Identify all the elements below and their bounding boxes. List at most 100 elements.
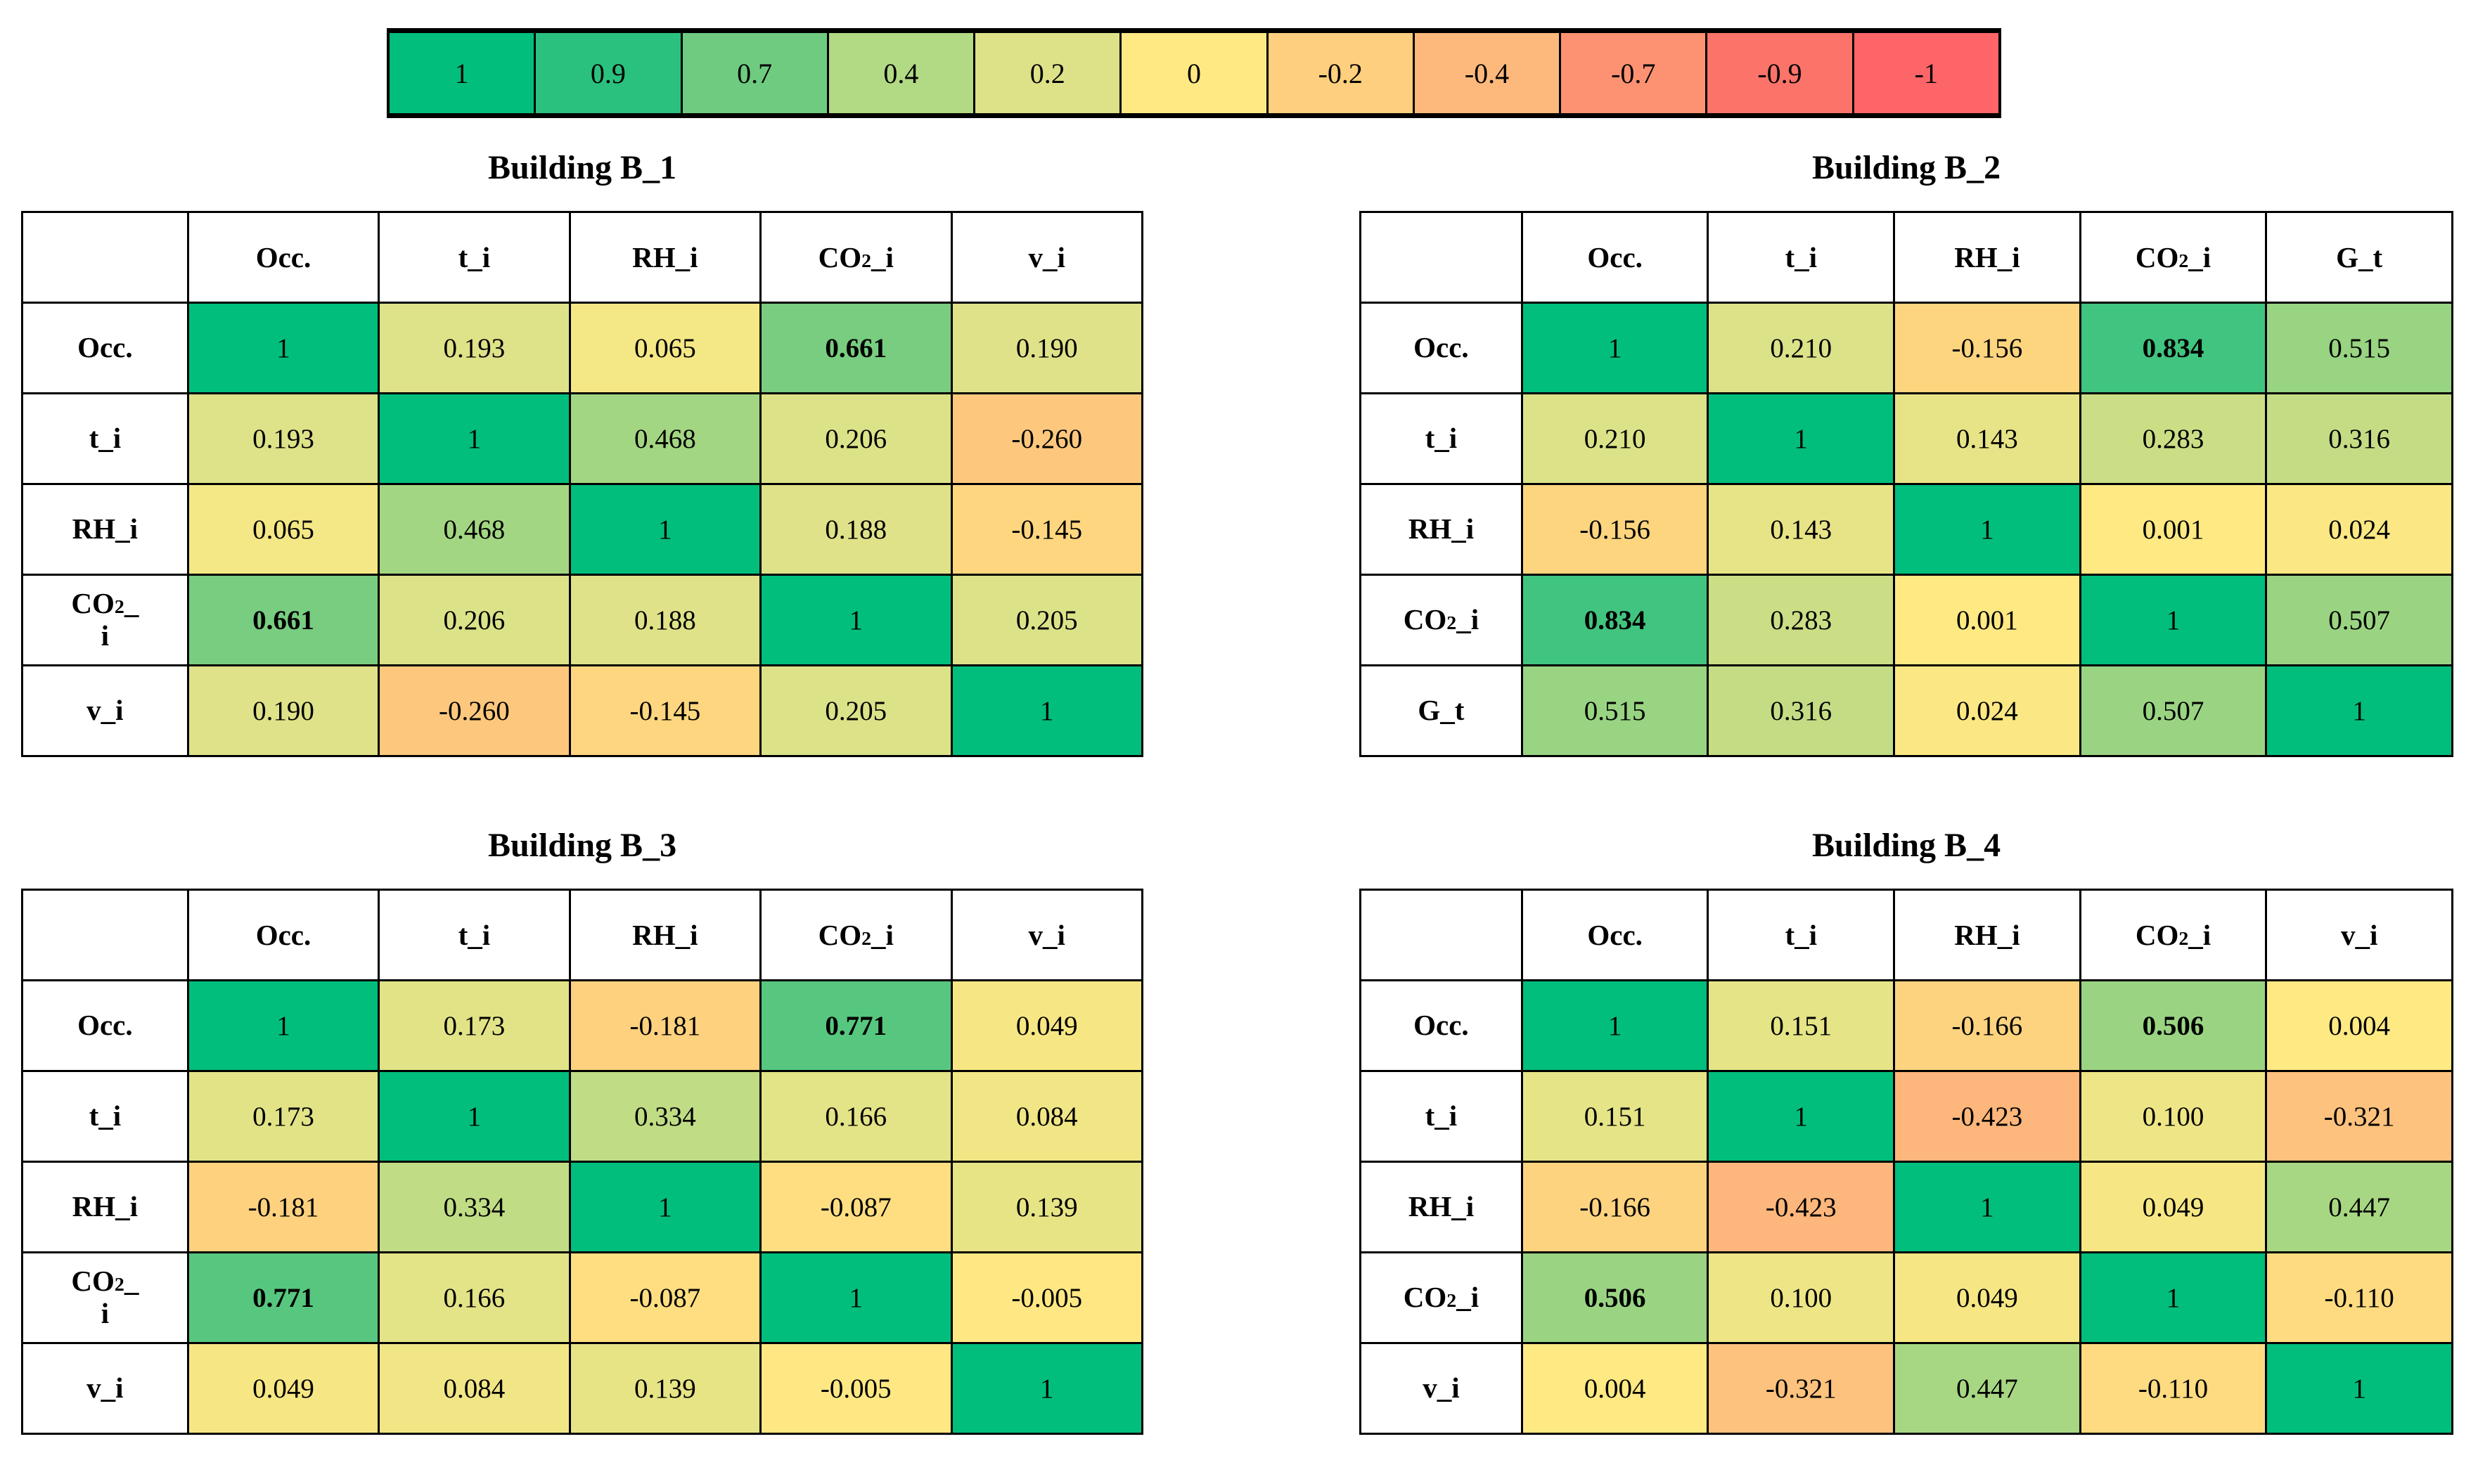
table-row: v_i 0.049 0.084 0.139 -0.005 1	[21, 1342, 1143, 1435]
table-row: Occ. 1 0.193 0.065 0.661 0.190	[21, 302, 1143, 394]
building-b3-block: Building B_3 Occ. t_i RH_i CO2_i v_i Occ. 1 0.1…	[21, 824, 1143, 1435]
matrix-cell: 0.139	[950, 1161, 1143, 1253]
matrix-cell: -0.087	[568, 1251, 762, 1344]
column-header: v_i	[950, 889, 1143, 981]
matrix-cell: 0.193	[186, 392, 380, 485]
matrix-cell: 0.515	[2265, 302, 2453, 394]
legend-value: -0.7	[1611, 57, 1656, 89]
matrix-cell: 0.084	[950, 1070, 1143, 1163]
matrix-cell: 0.468	[568, 392, 762, 485]
row-header: v_i	[21, 664, 189, 757]
row-header: Occ.	[1359, 302, 1523, 394]
subscript-2: 2	[861, 250, 872, 272]
matrix-cell: 1	[378, 392, 571, 485]
matrix-cell: 0.049	[186, 1342, 380, 1435]
legend-value: 0.4	[883, 57, 919, 89]
matrix-cell: 0.166	[759, 1070, 953, 1163]
matrix-cell: 1	[1520, 302, 1709, 394]
matrix-cell: 0.210	[1520, 392, 1709, 485]
matrix-cell: 0.004	[2265, 979, 2453, 1072]
matrix-cell: 1	[759, 1251, 953, 1344]
row-header: Occ.	[21, 979, 189, 1072]
legend-cell: 0.2	[975, 33, 1122, 113]
matrix-cell: 0.834	[1520, 574, 1709, 666]
legend-cell: -0.7	[1561, 33, 1708, 113]
matrix-cell: 0.024	[1893, 664, 2081, 757]
corner-cell	[21, 889, 189, 981]
matrix-cell: 0.173	[378, 979, 571, 1072]
header-row: Occ. t_i RH_i CO2_i G_t	[1359, 211, 2453, 304]
matrix-cell: 0.210	[1707, 302, 1896, 394]
matrix-cell: 1	[186, 302, 380, 394]
corner-cell	[21, 211, 189, 304]
matrix-cell: -0.181	[568, 979, 762, 1072]
matrix-cell: -0.145	[950, 483, 1143, 576]
matrix-cell: 1	[2265, 1342, 2453, 1435]
correlation-table-b3: Occ. t_i RH_i CO2_i v_i Occ. 1 0.173 -0.181 0.771…	[21, 889, 1143, 1435]
table-row: t_i 0.193 1 0.468 0.206 -0.260	[21, 392, 1143, 485]
matrix-cell: -0.087	[759, 1161, 953, 1253]
table-row: Occ. 1 0.151 -0.166 0.506 0.004	[1359, 979, 2453, 1072]
matrix-cell: -0.321	[1707, 1342, 1896, 1435]
legend-value: 0.2	[1029, 57, 1065, 89]
column-header: G_t	[2265, 211, 2453, 304]
matrix-cell: 0.507	[2079, 664, 2268, 757]
matrix-cell: 0.283	[1707, 574, 1896, 666]
table-row: RH_i -0.181 0.334 1 -0.087 0.139	[21, 1161, 1143, 1253]
column-header: Occ.	[1520, 211, 1709, 304]
header-row: Occ. t_i RH_i CO2_i v_i	[21, 889, 1143, 981]
legend-value: 0.7	[737, 57, 773, 89]
matrix-cell: -0.260	[378, 664, 571, 757]
matrix-cell: 0.049	[2079, 1161, 2268, 1253]
matrix-cell: 0.049	[1893, 1251, 2081, 1344]
matrix-cell: 0.206	[378, 574, 571, 666]
matrix-cell: 0.468	[378, 483, 571, 576]
matrix-cell: 0.205	[950, 574, 1143, 666]
corner-cell	[1359, 211, 1523, 304]
table-row: RH_i 0.065 0.468 1 0.188 -0.145	[21, 483, 1143, 576]
legend-cell: 0.9	[536, 33, 683, 113]
table-title-b4: Building B_4	[1811, 827, 2001, 864]
legend-value: -0.4	[1464, 57, 1510, 89]
subscript-2: 2	[861, 928, 872, 950]
matrix-cell: 1	[2265, 664, 2453, 757]
matrix-cell: 0.834	[2079, 302, 2268, 394]
matrix-cell: 0.661	[759, 302, 953, 394]
row-header: Occ.	[1359, 979, 1523, 1072]
matrix-cell: 0.151	[1520, 1070, 1709, 1163]
matrix-cell: 0.283	[2079, 392, 2268, 485]
column-header: t_i	[1707, 889, 1896, 981]
subscript-2: 2	[1446, 612, 1457, 635]
legend-value: 1	[454, 57, 469, 89]
row-header: CO2_i	[1359, 574, 1523, 666]
row-header: G_t	[1359, 664, 1523, 757]
matrix-cell: -0.181	[186, 1161, 380, 1253]
matrix-cell: 0.190	[186, 664, 380, 757]
legend-value: 0	[1186, 57, 1201, 89]
matrix-cell: 0.193	[378, 302, 571, 394]
column-header: Occ.	[1520, 889, 1709, 981]
row-header: CO2_ i	[21, 1251, 189, 1344]
column-header: Occ.	[186, 889, 380, 981]
matrix-cell: 0.084	[378, 1342, 571, 1435]
matrix-cell: 1	[1707, 1070, 1896, 1163]
matrix-cell: 0.173	[186, 1070, 380, 1163]
matrix-cell: 0.447	[2265, 1161, 2453, 1253]
legend-value: 0.9	[590, 57, 626, 89]
legend-cell: -0.4	[1414, 33, 1562, 113]
matrix-cell: 0.049	[950, 979, 1143, 1072]
matrix-cell: -0.145	[568, 664, 762, 757]
column-header: t_i	[378, 211, 571, 304]
matrix-cell: -0.005	[950, 1251, 1143, 1344]
table-title-b2: Building B_2	[1811, 149, 2001, 186]
row-header: Occ.	[21, 302, 189, 394]
matrix-cell: 0.139	[568, 1342, 762, 1435]
matrix-cell: 0.143	[1707, 483, 1896, 576]
matrix-cell: 1	[1520, 979, 1709, 1072]
matrix-cell: 0.334	[568, 1070, 762, 1163]
matrix-cell: 0.771	[186, 1251, 380, 1344]
column-header: CO2_i	[759, 211, 953, 304]
matrix-cell: 1	[568, 1161, 762, 1253]
header-row: Occ. t_i RH_i CO2_i v_i	[1359, 889, 2453, 981]
matrix-cell: 0.001	[2079, 483, 2268, 576]
